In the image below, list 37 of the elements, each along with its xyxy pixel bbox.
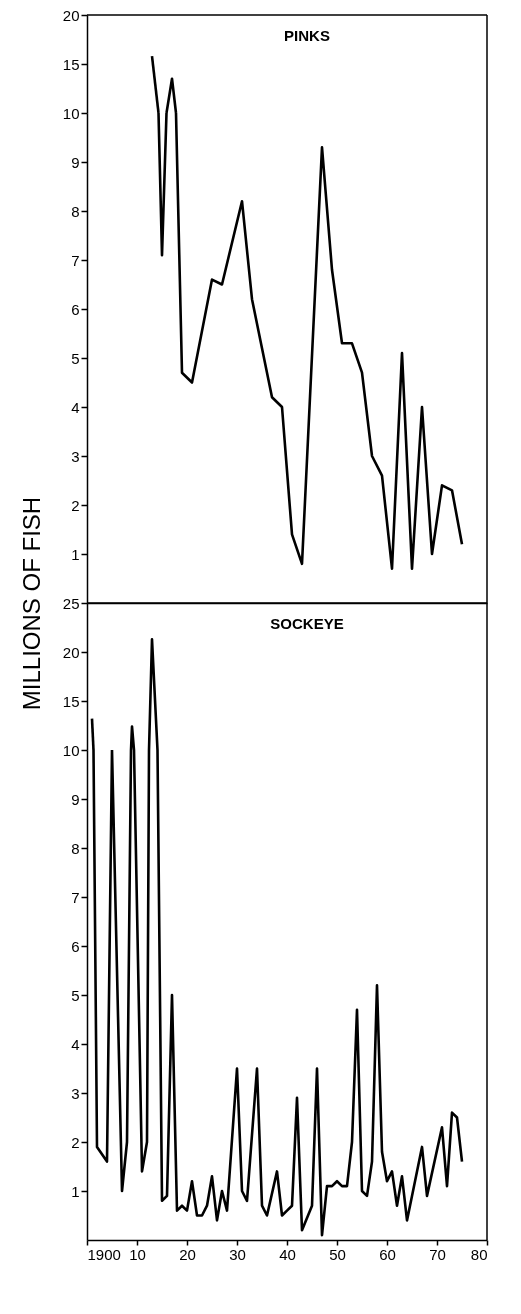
y-tick-label: 8 bbox=[71, 202, 80, 220]
y-tick-label: 3 bbox=[71, 1084, 80, 1102]
x-tick-label: 70 bbox=[429, 1245, 446, 1263]
y-tick-label: 6 bbox=[71, 937, 80, 955]
y-tick-label: 10 bbox=[62, 741, 80, 759]
y-tick-label: 1 bbox=[71, 545, 80, 563]
y-tick-label: 2 bbox=[71, 496, 80, 514]
y-tick-label: 25 bbox=[62, 594, 80, 612]
y-tick-label: 10 bbox=[62, 104, 80, 122]
x-tick-label: 50 bbox=[329, 1245, 346, 1263]
y-tick-label: 5 bbox=[71, 986, 80, 1004]
x-tick-label: 10 bbox=[129, 1245, 146, 1263]
y-tick-label: 20 bbox=[62, 643, 80, 661]
y-tick-label: 15 bbox=[62, 692, 80, 710]
x-tick-label: 80 bbox=[470, 1245, 488, 1263]
y-tick-label: 4 bbox=[71, 398, 80, 416]
y-tick-label: 8 bbox=[71, 839, 80, 857]
y-tick-label: 7 bbox=[71, 251, 80, 269]
y-tick-label: 7 bbox=[71, 888, 80, 906]
text: SOCKEYE bbox=[270, 615, 344, 632]
x-tick-label: 30 bbox=[229, 1245, 246, 1263]
x-tick-label: 20 bbox=[179, 1245, 196, 1263]
y-tick-label: 5 bbox=[71, 349, 80, 367]
y-tick-label: 15 bbox=[62, 55, 80, 73]
x-tick-label: 60 bbox=[379, 1245, 396, 1263]
x-tick-label: 1900 bbox=[87, 1245, 121, 1263]
y-tick-label: 3 bbox=[71, 447, 80, 465]
y-tick-label: 2 bbox=[71, 1133, 80, 1151]
x-tick-label: 40 bbox=[279, 1245, 296, 1263]
y-tick-label: 9 bbox=[71, 153, 80, 171]
y-tick-label: 4 bbox=[71, 1035, 80, 1053]
y-axis-title: MILLIONS OF FISH bbox=[17, 496, 45, 711]
y-tick-label: 6 bbox=[71, 300, 80, 318]
y-tick-label: 20 bbox=[62, 6, 80, 24]
y-tick-label: 9 bbox=[71, 790, 80, 808]
y-tick-label: 1 bbox=[71, 1182, 80, 1200]
text: PINKS bbox=[284, 27, 330, 44]
